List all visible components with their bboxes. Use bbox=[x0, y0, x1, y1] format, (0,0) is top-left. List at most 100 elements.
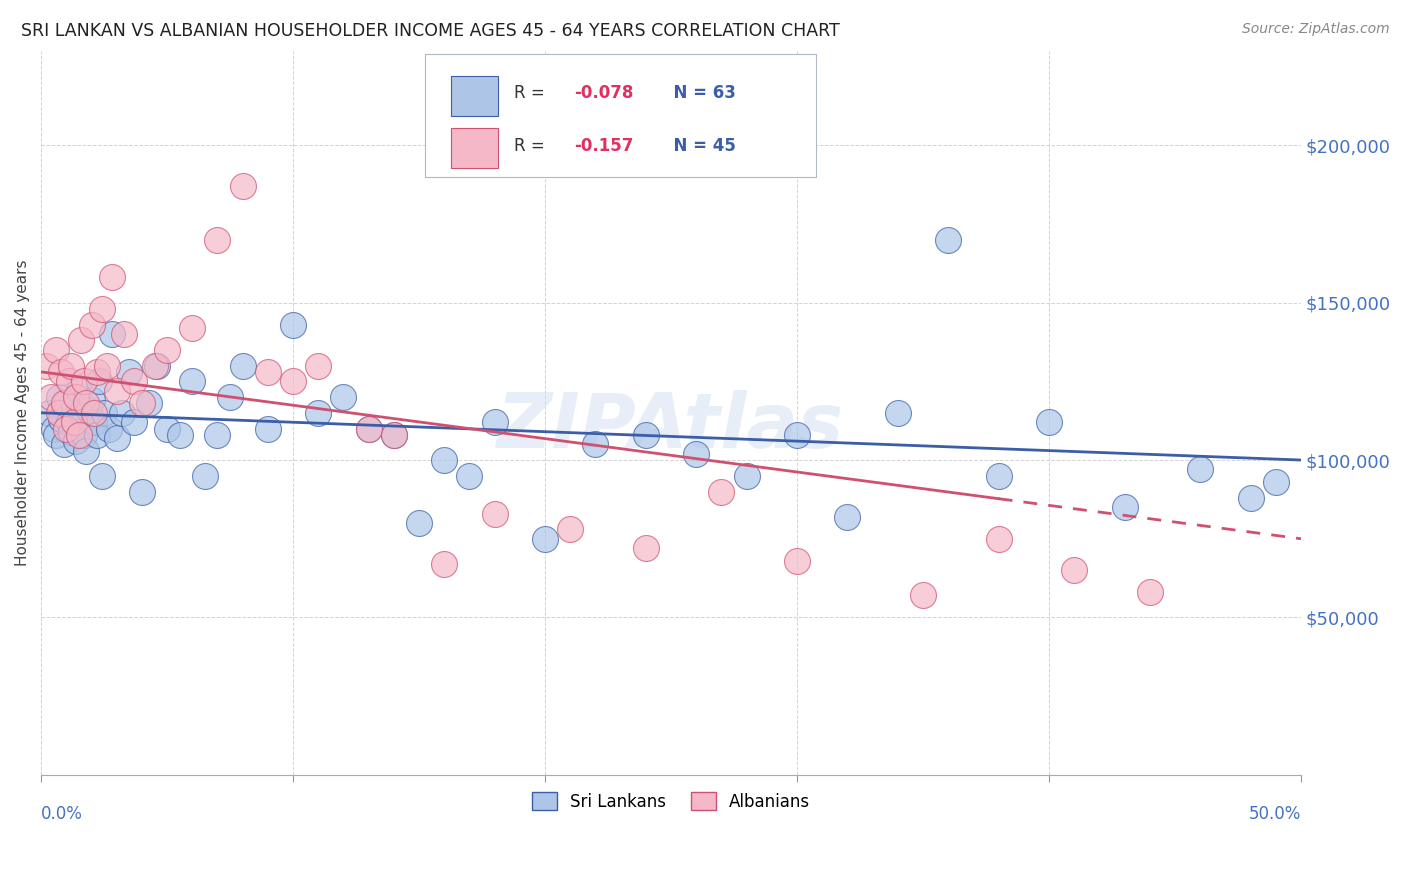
Point bbox=[86, 427, 108, 442]
Point bbox=[912, 589, 935, 603]
Point bbox=[585, 437, 607, 451]
Point bbox=[169, 427, 191, 442]
Point bbox=[38, 406, 60, 420]
Point bbox=[75, 443, 97, 458]
Text: 0.0%: 0.0% bbox=[41, 805, 83, 823]
Point bbox=[105, 384, 128, 398]
Point bbox=[156, 343, 179, 357]
Point bbox=[58, 374, 80, 388]
Point bbox=[281, 374, 304, 388]
Point bbox=[48, 406, 70, 420]
Point bbox=[65, 434, 87, 449]
Point bbox=[786, 427, 808, 442]
Point bbox=[124, 374, 146, 388]
Point bbox=[156, 421, 179, 435]
Point bbox=[83, 406, 105, 420]
Point bbox=[408, 516, 430, 530]
Point bbox=[63, 400, 86, 414]
Text: SRI LANKAN VS ALBANIAN HOUSEHOLDER INCOME AGES 45 - 64 YEARS CORRELATION CHART: SRI LANKAN VS ALBANIAN HOUSEHOLDER INCOM… bbox=[21, 22, 839, 40]
Point bbox=[45, 427, 67, 442]
Point bbox=[58, 415, 80, 429]
Text: R =: R = bbox=[513, 84, 550, 102]
Point bbox=[560, 522, 582, 536]
Point bbox=[219, 390, 242, 404]
Point bbox=[181, 320, 204, 334]
Point bbox=[77, 402, 100, 417]
FancyBboxPatch shape bbox=[426, 54, 815, 178]
Point bbox=[1189, 462, 1212, 476]
Point bbox=[194, 468, 217, 483]
Point bbox=[484, 507, 506, 521]
Point bbox=[45, 343, 67, 357]
Point bbox=[837, 509, 859, 524]
Point bbox=[1038, 415, 1060, 429]
Point bbox=[100, 270, 122, 285]
Point bbox=[634, 427, 657, 442]
Point bbox=[146, 359, 169, 373]
Point bbox=[143, 359, 166, 373]
Point bbox=[131, 396, 153, 410]
Point bbox=[73, 427, 96, 442]
Point bbox=[232, 359, 254, 373]
Point bbox=[232, 179, 254, 194]
Point bbox=[181, 374, 204, 388]
Point bbox=[80, 393, 103, 408]
Point bbox=[936, 233, 959, 247]
Legend: Sri Lankans, Albanians: Sri Lankans, Albanians bbox=[524, 786, 817, 817]
Point bbox=[42, 421, 65, 435]
Point bbox=[96, 359, 118, 373]
Point bbox=[55, 421, 77, 435]
Point bbox=[65, 390, 87, 404]
Point bbox=[1139, 585, 1161, 599]
Point bbox=[1264, 475, 1286, 489]
Point bbox=[735, 468, 758, 483]
Point bbox=[281, 318, 304, 332]
Point bbox=[382, 427, 405, 442]
Point bbox=[100, 327, 122, 342]
Point bbox=[1239, 491, 1261, 505]
Point bbox=[90, 301, 112, 316]
Point bbox=[887, 406, 910, 420]
Text: -0.078: -0.078 bbox=[574, 84, 634, 102]
Point bbox=[60, 425, 83, 439]
Point bbox=[105, 431, 128, 445]
Point bbox=[382, 427, 405, 442]
Point bbox=[118, 365, 141, 379]
Point bbox=[111, 406, 134, 420]
Point bbox=[357, 421, 380, 435]
Point bbox=[75, 396, 97, 410]
Point bbox=[257, 421, 280, 435]
Point bbox=[433, 453, 456, 467]
Point bbox=[534, 532, 557, 546]
Point bbox=[52, 396, 75, 410]
Point bbox=[307, 406, 329, 420]
Point bbox=[51, 412, 73, 426]
Text: N = 63: N = 63 bbox=[662, 84, 737, 102]
Point bbox=[112, 327, 135, 342]
Point bbox=[634, 541, 657, 556]
Point bbox=[67, 384, 90, 398]
Text: Source: ZipAtlas.com: Source: ZipAtlas.com bbox=[1241, 22, 1389, 37]
Point bbox=[93, 406, 115, 420]
Point bbox=[207, 427, 229, 442]
Point bbox=[257, 365, 280, 379]
Text: -0.157: -0.157 bbox=[574, 137, 634, 155]
Point bbox=[55, 396, 77, 410]
Point bbox=[70, 406, 93, 420]
Point bbox=[87, 374, 110, 388]
Point bbox=[90, 468, 112, 483]
Point bbox=[60, 359, 83, 373]
Point bbox=[80, 318, 103, 332]
Text: ZIPAtlas: ZIPAtlas bbox=[498, 391, 845, 465]
Point bbox=[73, 374, 96, 388]
Bar bbox=[450, 128, 499, 168]
Point bbox=[98, 421, 121, 435]
Point bbox=[433, 557, 456, 571]
Point bbox=[51, 365, 73, 379]
Bar bbox=[450, 76, 499, 116]
Point bbox=[987, 532, 1010, 546]
Text: 50.0%: 50.0% bbox=[1249, 805, 1301, 823]
Y-axis label: Householder Income Ages 45 - 64 years: Householder Income Ages 45 - 64 years bbox=[15, 260, 30, 566]
Point bbox=[1114, 500, 1136, 515]
Point bbox=[710, 484, 733, 499]
